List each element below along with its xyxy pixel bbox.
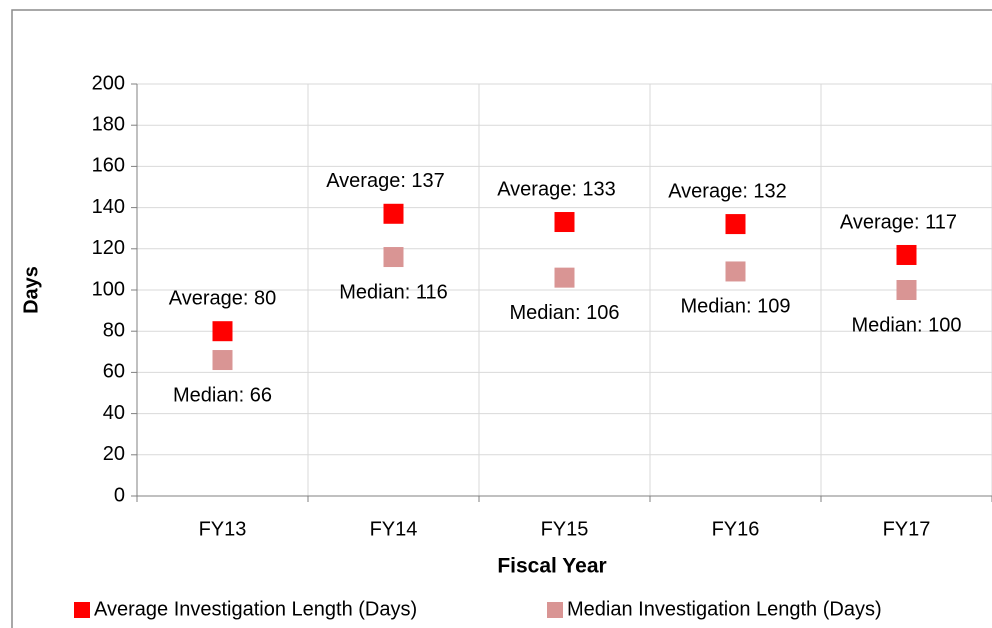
legend-swatch xyxy=(74,602,90,618)
y-tick-label: 60 xyxy=(103,361,125,383)
y-tick-label: 80 xyxy=(103,319,125,341)
marker xyxy=(212,321,233,342)
x-tick-label: FY15 xyxy=(541,518,589,540)
y-tick-label: 120 xyxy=(92,237,125,259)
y-tick-label: 200 xyxy=(92,72,125,94)
y-tick-label: 0 xyxy=(114,484,125,506)
marker xyxy=(554,267,575,288)
data-label: Average: 137 xyxy=(326,170,445,192)
x-tick-label: FY17 xyxy=(883,518,931,540)
y-tick-label: 160 xyxy=(92,155,125,177)
data-label: Median: 66 xyxy=(173,384,272,406)
y-tick-label: 20 xyxy=(103,443,125,465)
legend-label: Median Investigation Length (Days) xyxy=(567,598,882,620)
chart-frame xyxy=(11,9,992,628)
x-tick-label: FY16 xyxy=(712,518,760,540)
legend-swatch xyxy=(547,602,563,618)
marker xyxy=(725,261,746,282)
y-tick-label: 100 xyxy=(92,278,125,300)
data-label: Median: 100 xyxy=(851,314,961,336)
marker xyxy=(725,214,746,235)
y-tick-label: 180 xyxy=(92,113,125,135)
data-label: Median: 116 xyxy=(339,281,448,303)
x-tick-label: FY14 xyxy=(370,518,418,540)
legend-label: Average Investigation Length (Days) xyxy=(94,598,417,620)
data-label: Average: 80 xyxy=(169,287,277,309)
marker xyxy=(383,247,404,268)
data-label: Average: 133 xyxy=(497,178,616,200)
data-label: Average: 132 xyxy=(668,180,787,202)
marker xyxy=(896,244,917,265)
data-label: Median: 106 xyxy=(509,302,619,324)
data-label: Median: 109 xyxy=(680,296,790,318)
marker xyxy=(383,203,404,224)
x-tick-label: FY13 xyxy=(199,518,247,540)
marker xyxy=(212,350,233,371)
y-tick-label: 40 xyxy=(103,402,125,424)
y-axis-label: Days xyxy=(20,266,42,314)
marker xyxy=(554,212,575,233)
data-label: Average: 117 xyxy=(840,211,957,233)
y-tick-label: 140 xyxy=(92,196,125,218)
x-axis-label: Fiscal Year xyxy=(497,555,606,578)
marker xyxy=(896,280,917,300)
